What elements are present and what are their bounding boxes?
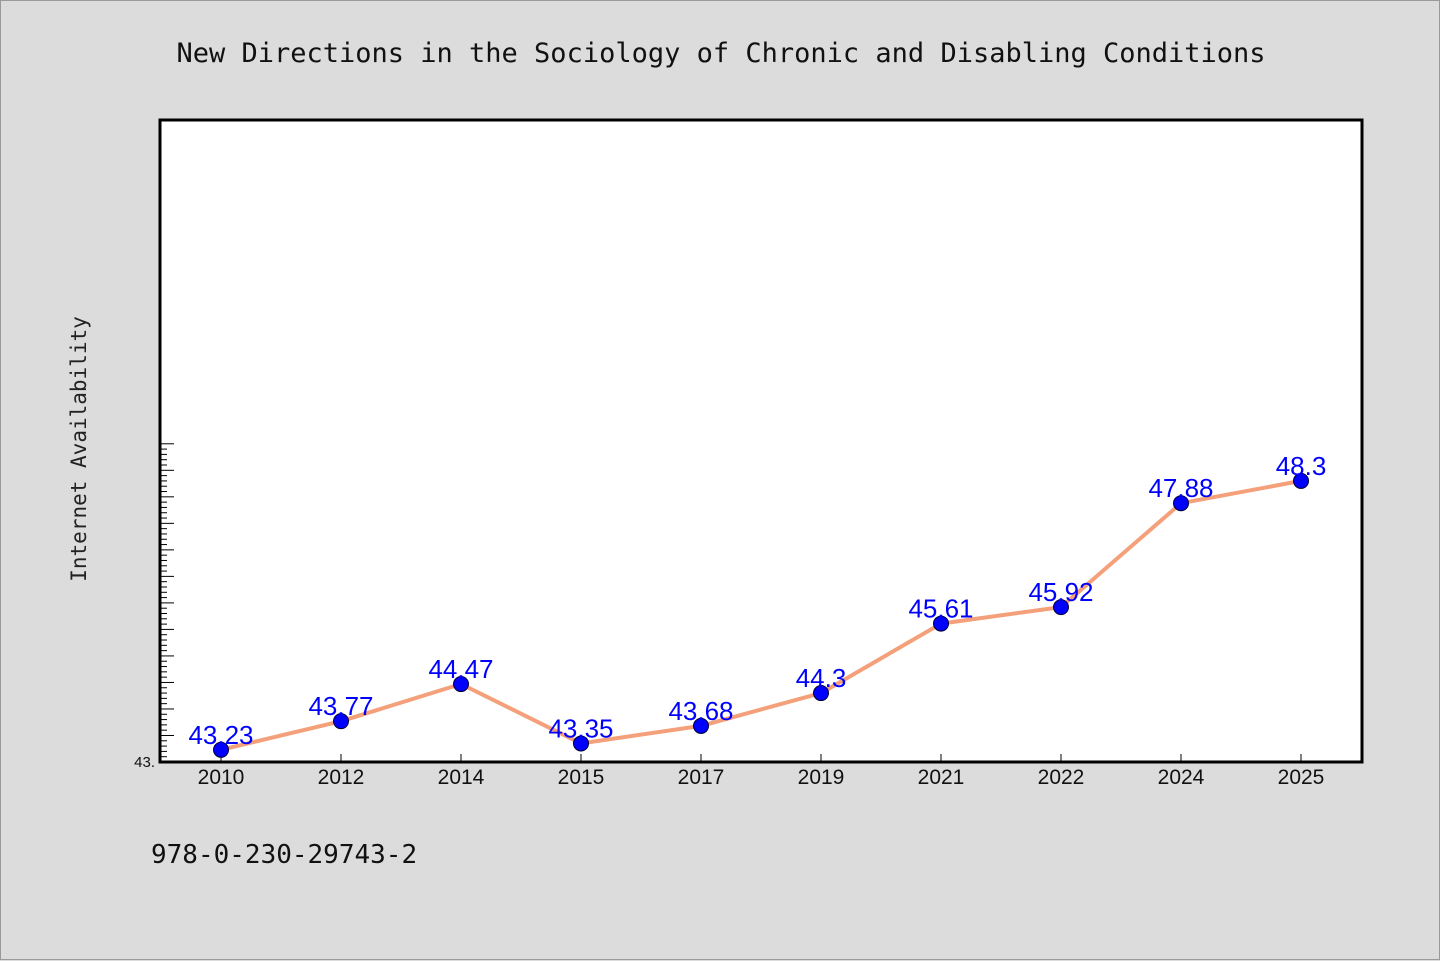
data-label: 45.61 [908,594,973,624]
x-tick-label: 2012 [318,766,365,789]
x-axis-ticks [220,754,1302,762]
data-point [1293,472,1309,489]
plot-area [158,118,1364,764]
x-tick-label: 2010 [198,766,245,789]
x-tick-label: 2017 [678,766,725,789]
data-label: 45.92 [1028,577,1093,607]
data-label: 43.23 [188,720,253,750]
x-axis-tick-labels: 2010 2012 2014 2015 2017 2019 2021 2022 2024 2025 [198,766,1325,789]
y-axis-min-label: 43. [134,754,155,771]
data-markers [213,472,1309,758]
data-point [1173,495,1189,512]
footer-isbn: 978-0-230-29743-2 [151,840,417,870]
x-tick-label: 2022 [1038,766,1085,789]
x-tick-label: 2015 [558,766,605,789]
y-axis-ticks [160,443,174,758]
data-point [1053,599,1069,616]
data-label: 44.3 [796,663,847,693]
x-tick-label: 2024 [1158,766,1205,789]
data-label: 44.47 [428,654,493,684]
data-label: 43.35 [548,713,613,743]
data-point [213,741,229,758]
data-label: 43.68 [668,696,733,726]
data-label: 47.88 [1148,473,1213,503]
x-tick-label: 2025 [1278,766,1325,789]
data-point [693,717,709,734]
data-label: 43.77 [308,691,373,721]
data-labels: 43.23 43.77 44.47 43.35 43.68 44.3 45.61 45.92 4… [188,451,1326,750]
y-axis-label: Internet Availability [67,316,91,582]
data-point [813,685,829,702]
data-point [573,735,589,752]
chart-title: New Directions in the Sociology of Chron… [176,38,1265,69]
data-point [453,676,469,693]
x-tick-label: 2021 [918,766,965,789]
data-label: 48.3 [1276,451,1327,481]
x-tick-label: 2019 [798,766,845,789]
data-point [333,713,349,730]
data-point [933,615,949,632]
x-tick-label: 2014 [438,766,485,789]
series-line [220,478,1302,752]
